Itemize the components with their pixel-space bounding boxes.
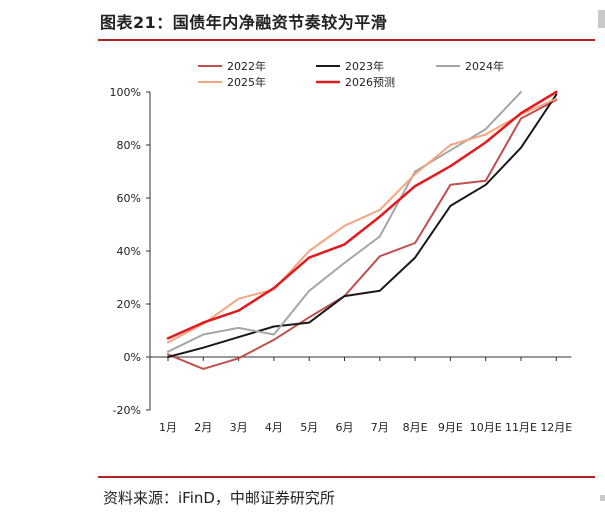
- series-line-4: [166, 90, 558, 340]
- chart-axes: -20% 0% 20% 40% 60% 80% 100% 1月 2月 3月 4月 5月 6月 7月 8月E 9…: [110, 86, 573, 434]
- page-edge-mark-bottom: [600, 495, 605, 501]
- series-line-3: [167, 97, 558, 344]
- legend-label: 2025年: [227, 75, 266, 89]
- y-tick-label: -20%: [113, 404, 141, 417]
- x-tick-label: 12月E: [540, 421, 572, 434]
- legend-label: 2024年: [465, 59, 504, 73]
- x-tick-label: 1月: [159, 421, 177, 434]
- x-tick-label: 5月: [300, 421, 318, 434]
- y-tick-label: 80%: [117, 139, 141, 152]
- y-tick-label: 40%: [117, 245, 141, 258]
- series-line-1: [167, 93, 558, 358]
- title-rule: [98, 39, 595, 41]
- x-tick-label: 2月: [194, 421, 212, 434]
- source-rule: [98, 476, 595, 478]
- chart-legend: 2022年 2023年 2024年 2025年 2026预测: [198, 59, 504, 89]
- y-tick-label: 100%: [110, 86, 141, 99]
- x-tick-label: 10月E: [470, 421, 502, 434]
- x-tick-label: 4月: [265, 421, 283, 434]
- x-tick-label: 8月E: [403, 421, 428, 434]
- x-tick-label: 6月: [336, 421, 354, 434]
- figure-title: 图表21：国债年内净融资节奏较为平滑: [100, 13, 388, 32]
- legend-label: 2023年: [345, 59, 384, 73]
- x-tick-label: 7月: [371, 421, 389, 434]
- legend-label: 2022年: [227, 59, 266, 73]
- y-tick-label: 0%: [124, 351, 141, 364]
- series-line-0: [167, 98, 558, 370]
- x-tick-label: 11月E: [505, 421, 537, 434]
- x-tick-label: 3月: [230, 421, 248, 434]
- y-tick-label: 60%: [117, 192, 141, 205]
- legend-label: 2026预测: [345, 76, 395, 89]
- x-tick-label: 9月E: [438, 421, 463, 434]
- series-line-2: [167, 91, 522, 353]
- source-note: 资料来源：iFinD，中邮证券研究所: [103, 489, 335, 507]
- chart-series: [166, 90, 558, 370]
- page-edge-mark: [598, 10, 605, 28]
- y-tick-label: 20%: [117, 298, 141, 311]
